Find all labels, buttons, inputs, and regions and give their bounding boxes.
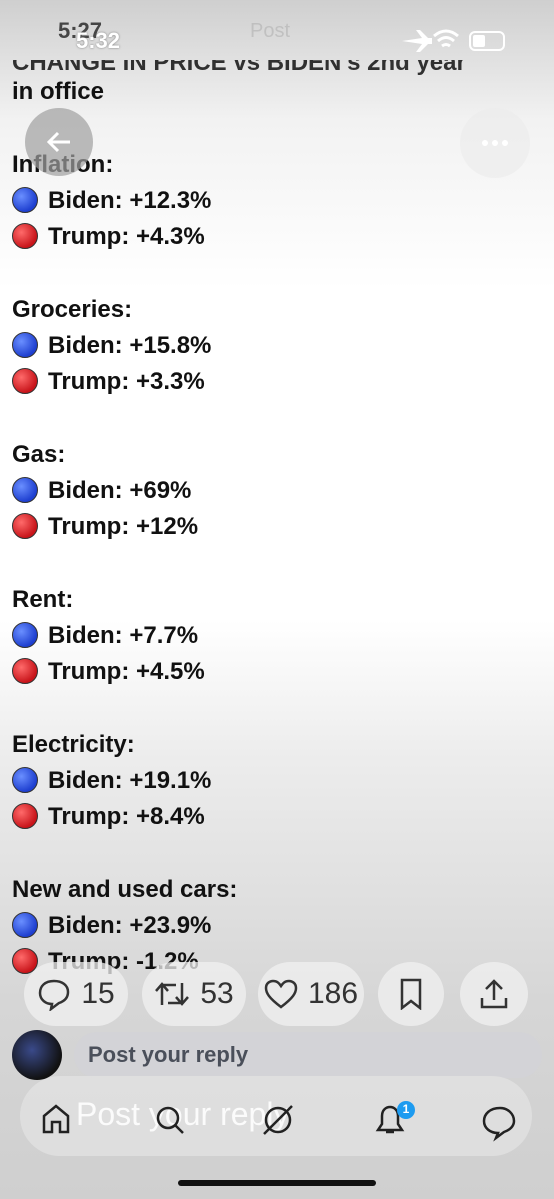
emoji-circle [12,912,38,938]
section-row: Biden: +69% [12,476,191,506]
messages-icon[interactable] [482,1106,516,1142]
section-heading: Electricity: [12,730,135,760]
notification-count: 1 [402,1102,410,1116]
search-icon[interactable] [156,1106,180,1130]
line-text: Trump: +4.3% [48,223,205,250]
line-text: Trump: +8.4% [48,803,205,830]
section-heading: Gas: [12,440,65,470]
grok-icon[interactable] [264,1106,292,1134]
notification-badge [397,1101,415,1119]
home-icon[interactable] [42,1104,70,1134]
airplane-icon [402,30,432,52]
line-text: Trump: +12% [48,513,199,540]
repost-button[interactable]: 53 [142,962,246,1026]
battery-icon [469,31,505,51]
emoji-circle [12,622,38,648]
emoji-circle [12,658,38,684]
nav-icons [42,1101,516,1142]
section-row: Biden: +15.8% [12,331,211,361]
reply-button[interactable]: 15 [24,962,128,1026]
heading-line: CHANGE IN PRICE vs BIDEN's 2nd year [12,49,466,76]
section-heading: Rent: [12,585,73,615]
emoji-circle [12,477,38,503]
bookmark-icon [400,978,422,1010]
notifications-icon[interactable] [375,1105,405,1134]
home-indicator [178,1180,376,1186]
line-text: Biden: +7.7% [48,622,199,649]
reply-icon [39,979,70,1011]
line-text: Biden: +15.8% [48,332,212,359]
line-text: Biden: +19.1% [48,767,212,794]
section-row: Trump: +3.3% [12,367,205,397]
more-button[interactable] [460,108,530,178]
status-icons [402,29,505,52]
status-time-behind: 5:27 [58,18,103,43]
emoji-circle [12,368,38,394]
section-row: Trump: +4.3% [12,222,205,252]
title-behind: Post [250,20,291,42]
like-icon [264,979,298,1009]
repost-count: 53 [200,977,234,1010]
line-text: Gas: [12,441,66,468]
share-button[interactable] [460,962,528,1026]
section-row: Trump: +12% [12,512,198,542]
nav-bar [20,1076,532,1156]
repost-icon [155,982,190,1006]
emoji-circle [12,223,38,249]
section-row: Biden: +7.7% [12,621,198,651]
section-row: Biden: +23.9% [12,911,211,941]
reply-count: 15 [81,977,115,1010]
section-heading: Groceries: [12,295,132,325]
line-text: Rent: [12,586,74,613]
line-text: New and used cars: [12,876,238,903]
line-text: Electricity: [12,731,135,758]
back-icon [46,131,70,153]
wifi-icon [433,29,459,48]
section-heading: New and used cars: [12,875,237,905]
back-button[interactable] [25,108,93,176]
battery-level [473,35,485,47]
line-text: Biden: +23.9% [48,912,212,939]
line-text: Trump: +4.5% [48,658,205,685]
emoji-circle [12,187,38,213]
like-button[interactable]: 186 [258,962,364,1026]
line-text: Groceries: [12,296,133,323]
like-count: 186 [307,977,359,1010]
share-icon [480,979,508,1009]
line-text: Biden: +12.3% [48,187,212,214]
emoji-circle [12,513,38,539]
nav-ghost-text: Post your reply [76,1096,290,1132]
bookmark-button[interactable] [378,962,444,1026]
line-text: Biden: +69% [48,477,192,504]
reply-input[interactable]: Post your reply [74,1032,542,1078]
avatar[interactable] [12,1030,62,1080]
emoji-circle [12,803,38,829]
section-row: Trump: +4.5% [12,657,205,687]
emoji-circle [12,767,38,793]
status-time: 5:32 [76,28,121,53]
emoji-circle [12,332,38,358]
section-row: Biden: +12.3% [12,186,211,216]
more-icon [482,140,508,146]
heading-line: in office [12,78,105,105]
section-row: Trump: +8.4% [12,802,205,832]
line-text: Trump: +3.3% [48,368,205,395]
section-row: Biden: +19.1% [12,766,211,796]
